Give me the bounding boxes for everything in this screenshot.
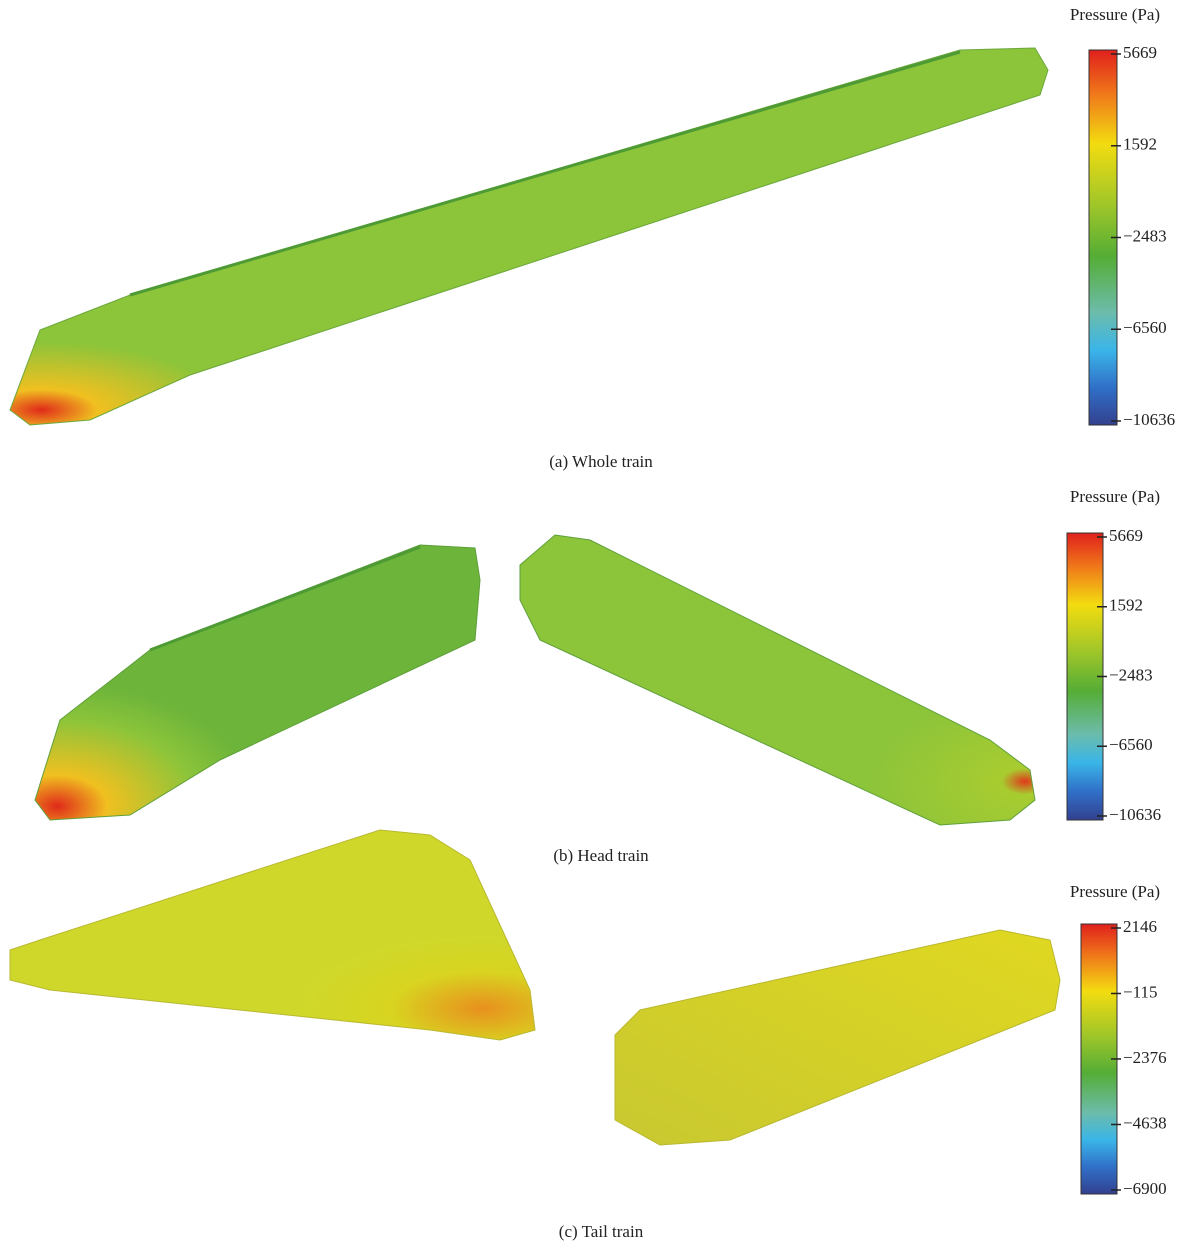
tick-label: −6560 <box>1109 735 1153 754</box>
tick-label: −6560 <box>1123 318 1167 337</box>
tick-label: −2483 <box>1123 226 1167 245</box>
tick-label: 5669 <box>1109 526 1143 545</box>
tick-label: −10636 <box>1123 410 1175 429</box>
caption: (b) Head train <box>553 846 649 865</box>
train-tail-top <box>10 830 535 1040</box>
tick-label: −4638 <box>1123 1113 1167 1132</box>
train-whole <box>10 48 1048 425</box>
tick-label: −115 <box>1123 982 1157 1001</box>
tick-label: 2146 <box>1123 917 1157 936</box>
train-tail-bottom <box>615 930 1060 1145</box>
tick-label: 1592 <box>1123 135 1157 154</box>
tick-label: −10636 <box>1109 805 1161 824</box>
caption: (a) Whole train <box>549 452 653 471</box>
tick-label: 1592 <box>1109 596 1143 615</box>
tick-label: 5669 <box>1123 43 1157 62</box>
caption: (c) Tail train <box>559 1222 644 1241</box>
tick-label: −6900 <box>1123 1179 1167 1198</box>
figure: (a) Whole train Pressure (Pa) 5669 1592 −248… <box>0 0 1203 1246</box>
colorbar-title: Pressure (Pa) <box>1070 487 1160 506</box>
tick-label: −2483 <box>1109 665 1153 684</box>
train-head-top <box>35 545 480 820</box>
train-head-bottom <box>520 535 1035 825</box>
colorbar-title: Pressure (Pa) <box>1070 5 1160 24</box>
tick-label: −2376 <box>1123 1048 1167 1067</box>
colorbar-title: Pressure (Pa) <box>1070 882 1160 901</box>
